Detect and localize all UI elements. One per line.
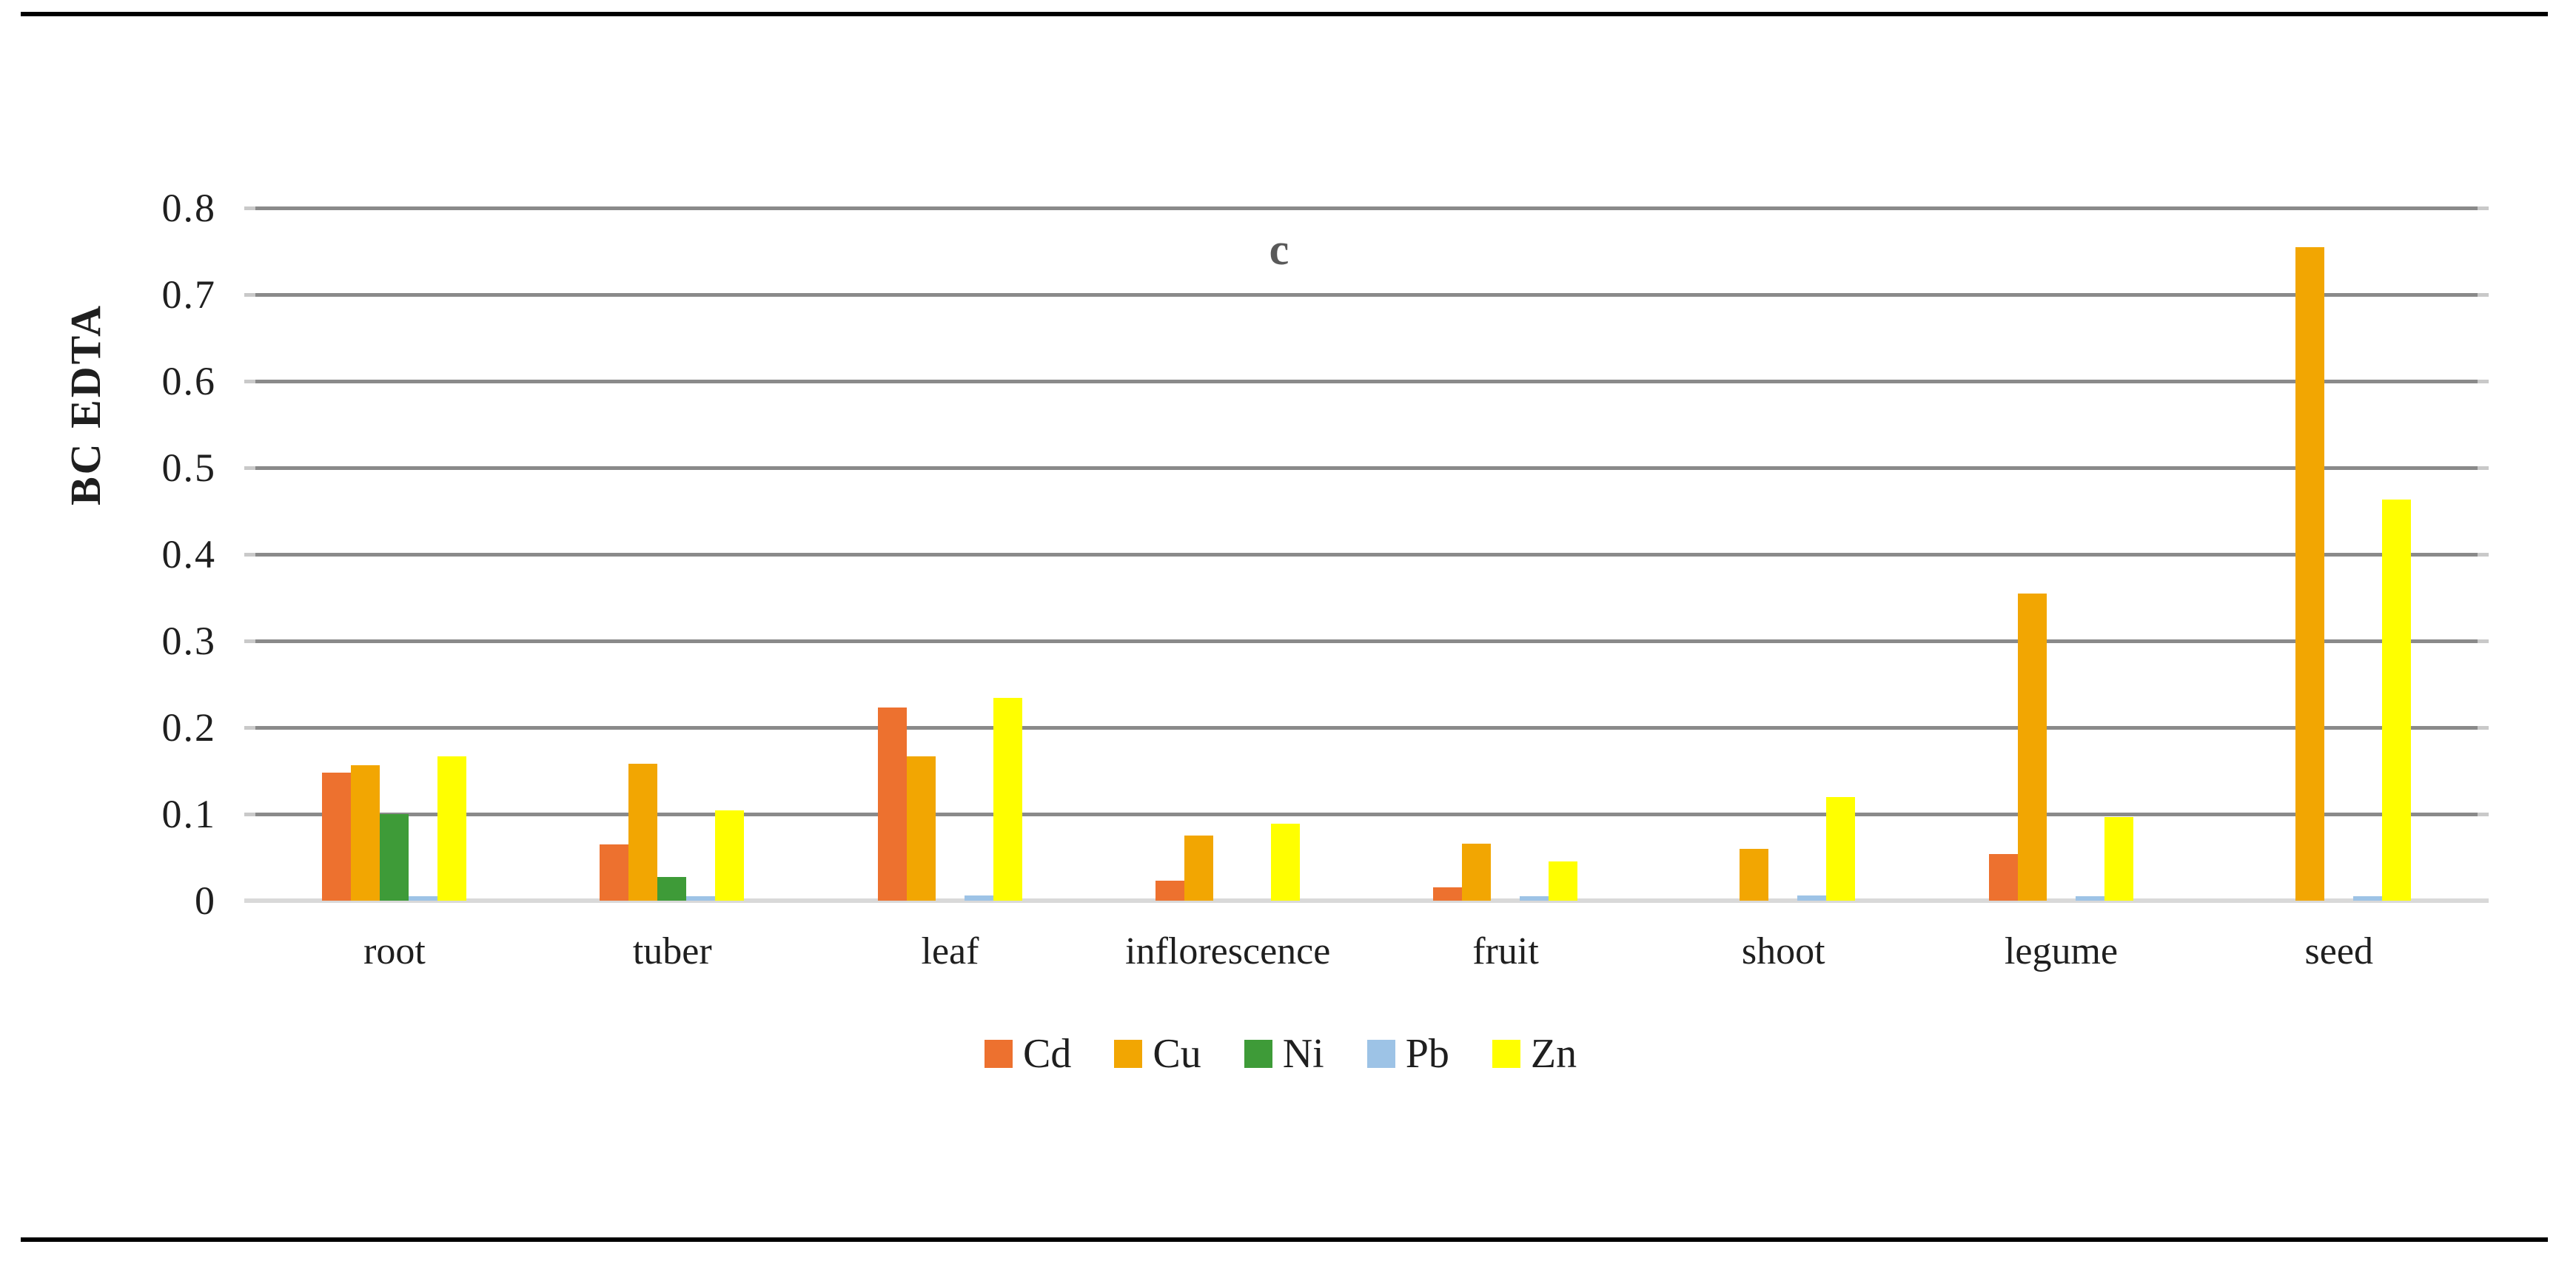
bar-root-ni [380,814,409,901]
bar-leaf-cd [877,708,907,901]
bar-fruit-cu [1462,844,1492,901]
x-category-label-legume: legume [2004,930,2119,972]
legend-label-cd: Cd [1023,1031,1072,1077]
legend-label-pb: Pb [1405,1031,1449,1077]
legend-swatch-ni-icon [1244,1040,1272,1068]
y-tick-label-0.4: 0.4 [161,532,216,577]
bar-root-zn [437,756,467,901]
gridline-0.4 [255,553,2478,557]
bar-legume-zn [2104,817,2133,901]
bar-group-root [322,756,467,901]
bar-group-legume [1988,594,2133,901]
legend-swatch-cu-icon [1114,1040,1143,1068]
bar-leaf-zn [993,698,1022,901]
y-tick-label-0.3: 0.3 [161,619,216,663]
bar-root-pb [409,896,438,901]
x-category-label-root: root [363,930,426,972]
bar-group-shoot [1711,797,1856,901]
bar-tuber-cd [600,844,629,901]
bar-seed-pb [2352,896,2382,901]
legend-label-cu: Cu [1153,1031,1201,1077]
bar-shoot-cu [1740,849,1769,901]
bar-group-leaf [877,698,1022,901]
legend-label-zn: Zn [1530,1031,1577,1077]
y-tick-label-0.8: 0.8 [161,186,216,230]
bar-inflorescence-cd [1155,881,1184,901]
bar-fruit-cd [1433,887,1463,901]
bar-group-inflorescence [1155,824,1300,901]
bar-inflorescence-cu [1184,836,1213,901]
bar-legume-cd [1988,854,2018,901]
legend-item-pb: Pb [1366,1030,1449,1078]
legend: Cd Cu Ni Pb Zn [985,1030,1577,1078]
y-tick-label-0.1: 0.1 [161,792,216,836]
bar-fruit-zn [1549,861,1578,901]
x-axis-baseline [244,898,2489,903]
y-tick-label-0.2: 0.2 [161,705,216,750]
gridline-0.6 [255,380,2478,383]
bar-seed-cu [2295,247,2324,901]
bar-group-seed [2267,247,2411,901]
figure-bottom-rule [21,1237,2548,1242]
legend-swatch-cd-icon [985,1040,1013,1068]
bar-tuber-cu [628,764,658,901]
bar-root-cu [351,765,380,901]
legend-item-cd: Cd [985,1030,1071,1078]
bar-leaf-cu [906,756,936,901]
legend-swatch-zn-icon [1492,1040,1520,1068]
figure-top-rule [21,12,2548,16]
bar-seed-zn [2381,500,2411,901]
x-category-label-fruit: fruit [1472,930,1539,972]
bar-leaf-pb [964,895,993,901]
y-tick-label-0.7: 0.7 [161,272,216,317]
bar-legume-pb [2075,896,2104,901]
bar-group-tuber [600,764,745,901]
gridline-0.5 [255,466,2478,470]
gridline-0.3 [255,639,2478,643]
legend-label-ni: Ni [1282,1031,1324,1077]
bar-tuber-zn [715,810,745,901]
gridline-0.1 [255,813,2478,816]
bar-fruit-pb [1520,896,1549,901]
gridline-0.8 [255,206,2478,210]
bar-root-cd [322,773,352,901]
legend-swatch-pb-icon [1366,1040,1395,1068]
bar-shoot-zn [1826,797,1856,901]
x-category-label-inflorescence: inflorescence [1125,930,1331,972]
x-category-label-shoot: shoot [1741,930,1825,972]
bar-tuber-ni [657,877,687,901]
chart-title: c [1269,225,1289,274]
y-tick-label-0.6: 0.6 [161,359,216,403]
bar-inflorescence-zn [1270,824,1300,901]
gridline-0.7 [255,293,2478,297]
bar-tuber-pb [686,896,716,901]
legend-item-zn: Zn [1492,1030,1577,1078]
x-category-label-leaf: leaf [921,930,979,972]
x-category-label-seed: seed [2304,930,2373,972]
legend-item-cu: Cu [1114,1030,1201,1078]
y-tick-label-0: 0 [195,878,216,923]
gridline-0.2 [255,726,2478,730]
legend-item-ni: Ni [1244,1030,1324,1078]
bar-group-fruit [1433,844,1578,901]
bar-legume-cu [2017,594,2047,901]
bar-shoot-pb [1797,895,1827,901]
x-category-label-tuber: tuber [632,930,712,972]
y-tick-label-0.5: 0.5 [161,446,216,490]
